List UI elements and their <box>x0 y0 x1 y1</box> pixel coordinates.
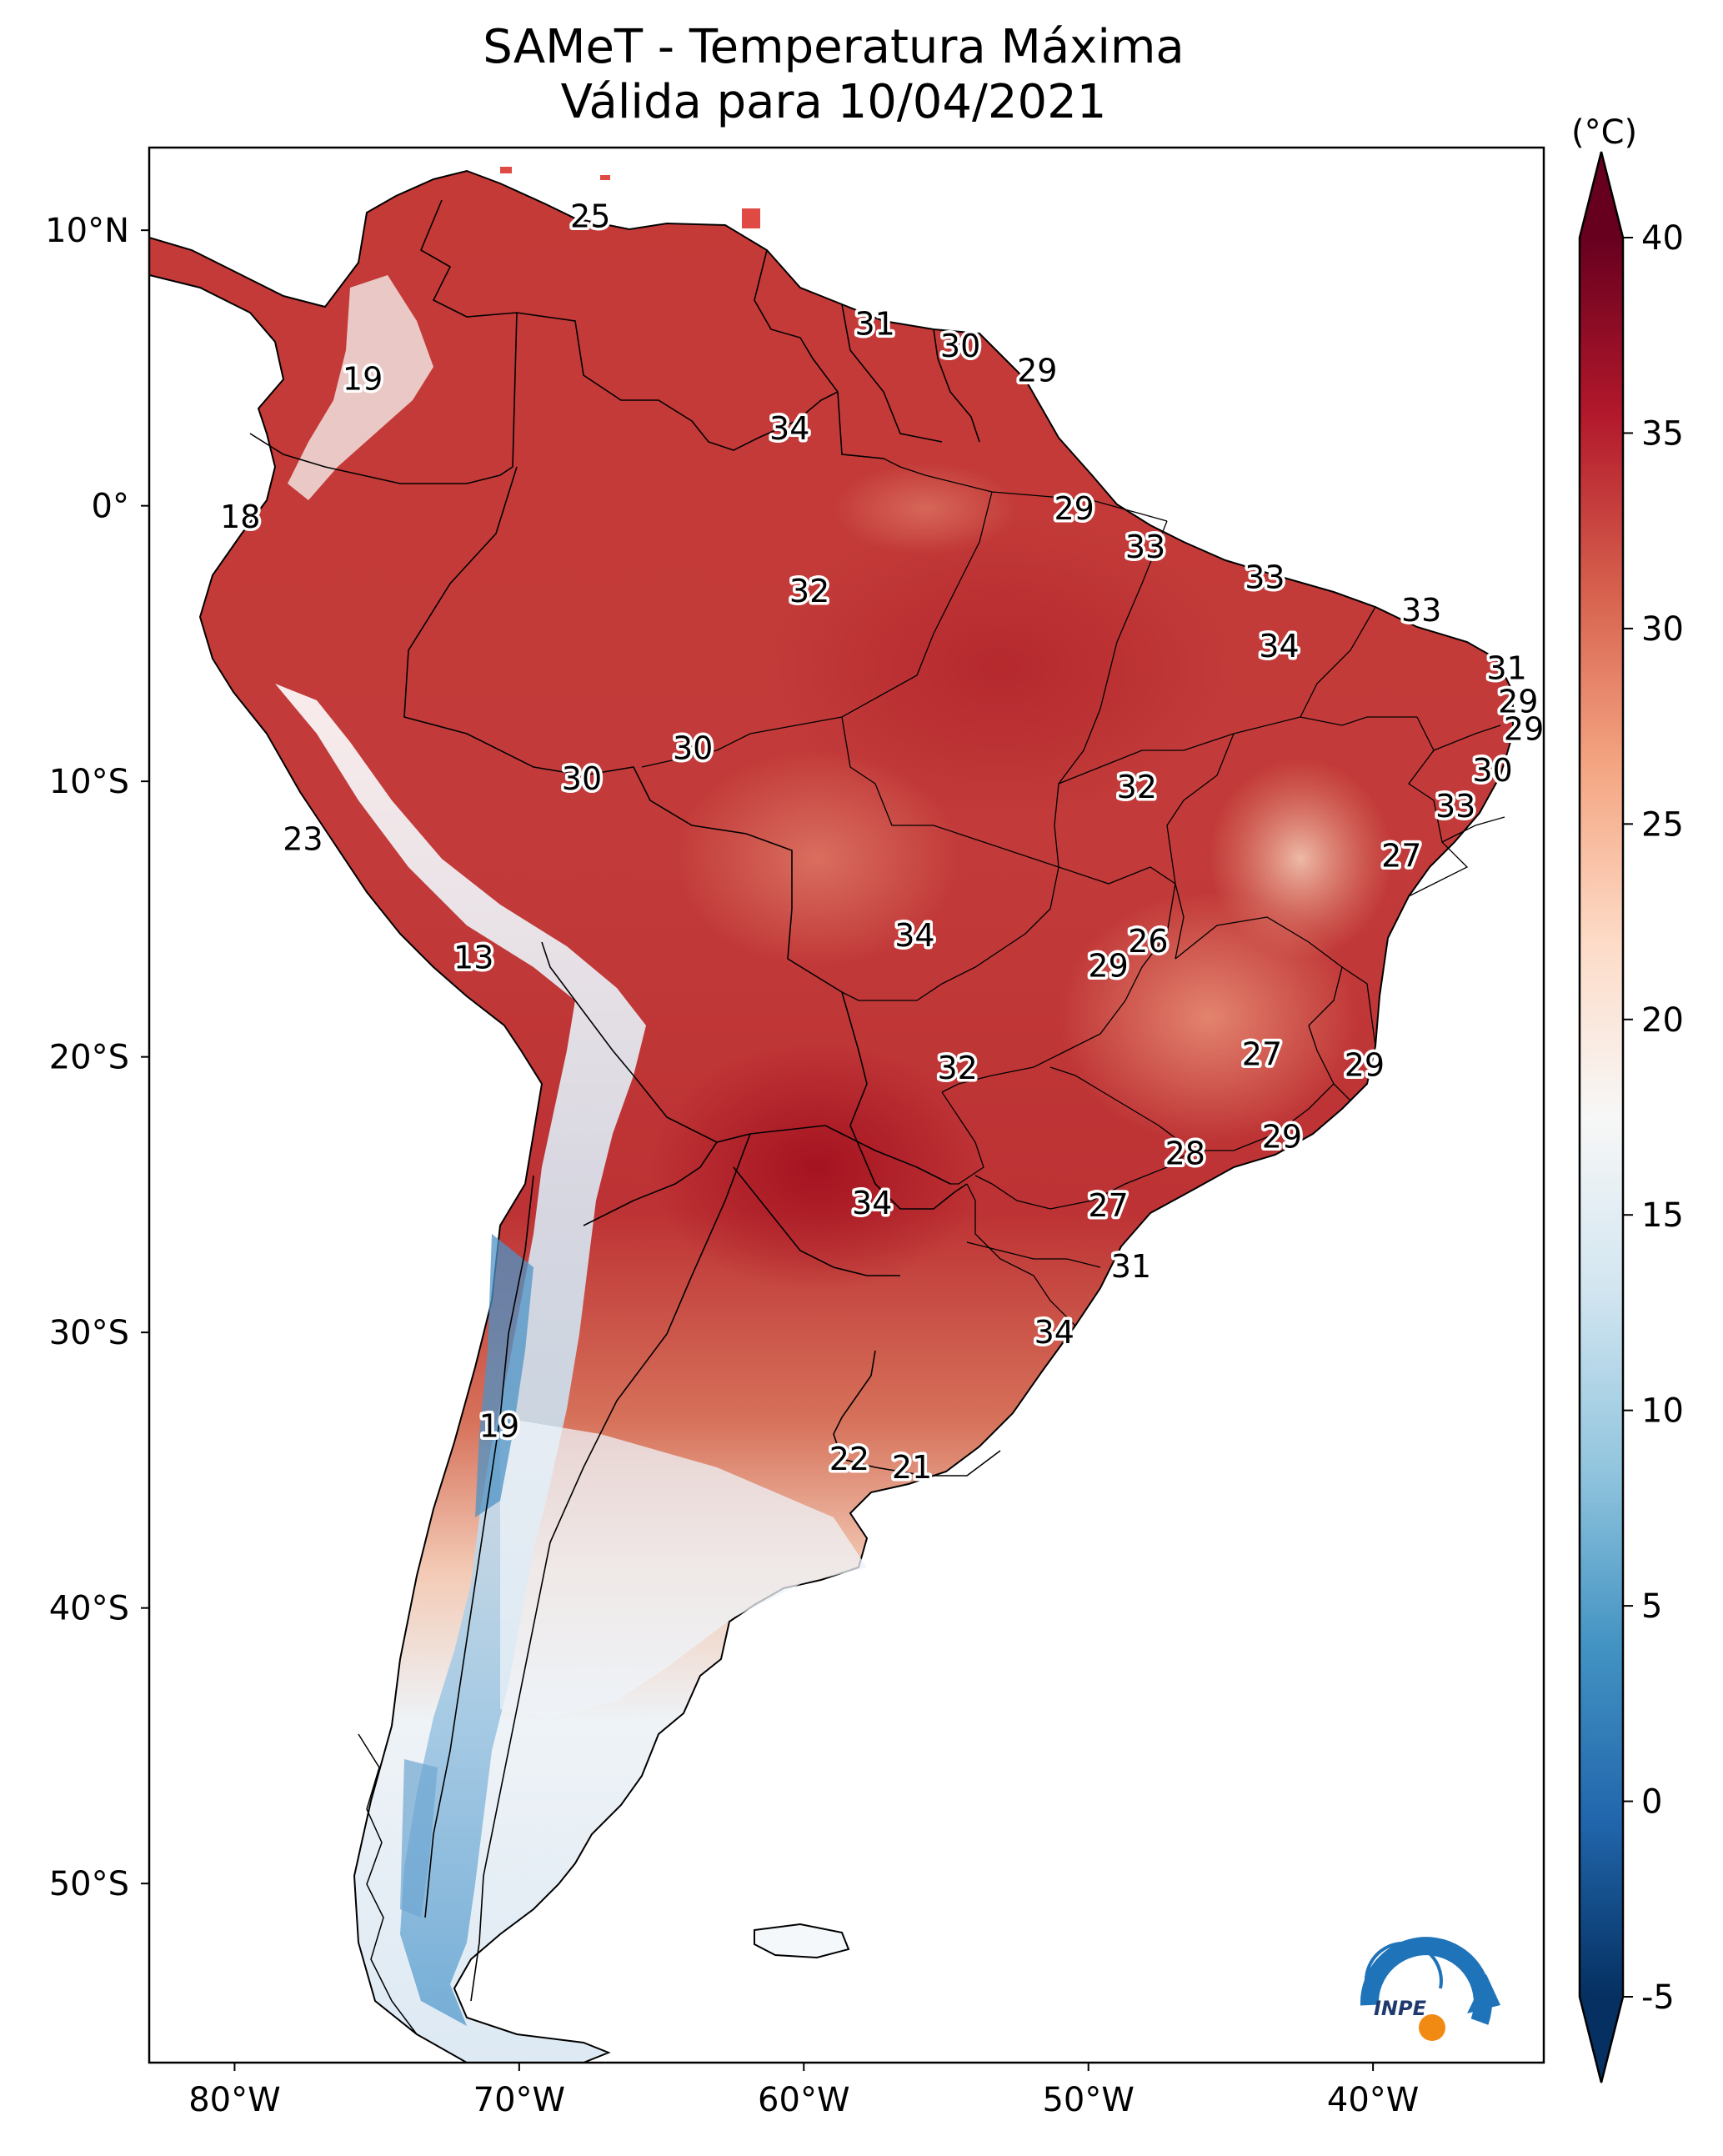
caribbean-islet <box>600 175 610 180</box>
station-temp-label: 29 <box>1017 353 1057 389</box>
map-axes-border <box>148 146 1545 2064</box>
y-tick-label: 10°S <box>49 763 129 801</box>
station-temp-label: 30 <box>1472 752 1512 789</box>
colorbar-tick-label: 30 <box>1641 610 1684 649</box>
station-temp-label: 30 <box>562 760 602 797</box>
mato-grosso-warm-area <box>675 750 959 967</box>
station-temp-label: 34 <box>1034 1314 1074 1351</box>
colorbar-max-extension <box>1580 152 1623 238</box>
y-tick-label: 20°S <box>49 1039 129 1077</box>
chaco-hot-spot <box>650 1042 984 1292</box>
station-temp-label: 33 <box>1435 788 1475 825</box>
map-axis-ticks: 80°W 70°W 60°W 50°W 40°W 10°N 0° 10°S 20°S 30°S 40… <box>45 212 1419 2119</box>
y-tick-label: 50°S <box>49 1865 129 1903</box>
colorbar-tick-label: 40 <box>1641 219 1684 258</box>
colorbar-bar <box>1580 238 1623 1997</box>
station-temp-label: 28 <box>1165 1135 1205 1171</box>
y-tick-label: 10°N <box>45 212 129 250</box>
y-tick-label: 30°S <box>49 1314 129 1352</box>
station-temp-label: 32 <box>937 1050 977 1086</box>
colorbar-unit-label: (°C) <box>1571 113 1637 152</box>
patagonia-icefield-cold <box>400 1759 438 1918</box>
amazon-hot-spot <box>767 517 1234 817</box>
colorbar-tick-label: 20 <box>1641 1001 1684 1040</box>
colorbar-tick-label: 15 <box>1641 1196 1684 1235</box>
station-temp-label: 27 <box>1381 837 1421 874</box>
country-borders <box>249 199 1001 2002</box>
station-temp-label: 19 <box>343 361 383 398</box>
chart-title: SAMeT - Temperatura Máxima <box>483 20 1185 74</box>
x-tick-label: 50°W <box>1042 2081 1134 2119</box>
station-temp-label: 31 <box>854 306 894 343</box>
state-borders <box>641 454 1505 1326</box>
colombia-andes-cool <box>288 275 433 500</box>
inpe-logo: INPE <box>1360 1937 1500 2041</box>
station-temp-label: 29 <box>1504 710 1544 747</box>
station-temp-label: 22 <box>829 1441 869 1477</box>
minas-warm-area <box>1059 892 1359 1142</box>
station-temp-label: 29 <box>1498 683 1538 720</box>
station-temp-label: 27 <box>1088 1187 1128 1224</box>
colorbar-min-extension <box>1580 1997 1623 2083</box>
station-temp-label: 32 <box>789 573 829 609</box>
station-temp-label: 29 <box>1262 1119 1302 1156</box>
andes-cold-band <box>275 684 646 2026</box>
x-tick-label: 80°W <box>188 2081 280 2119</box>
colorbar-ticks: 40 35 30 25 20 15 10 5 0 -5 <box>1623 219 1684 2017</box>
station-temp-label: 31 <box>1111 1248 1151 1285</box>
station-temp-label: 19 <box>479 1408 519 1445</box>
station-temp-label: 34 <box>894 917 934 954</box>
station-temp-label: 30 <box>940 328 980 364</box>
station-temp-label: 13 <box>453 940 493 976</box>
station-temp-label: 34 <box>1259 628 1299 664</box>
guiana-warm-area <box>834 463 1017 554</box>
chart-subtitle: Válida para 10/04/2021 <box>560 75 1107 129</box>
x-tick-label: 70°W <box>473 2081 565 2119</box>
tierra-del-fuego-islands <box>358 1733 418 2035</box>
colorbar: (°C) 40 35 30 25 20 15 10 5 0 -5 <box>1571 113 1684 2083</box>
inpe-logo-arrow-icon <box>1467 1974 1500 2013</box>
station-temp-label: 25 <box>570 198 610 235</box>
station-temp-label: 34 <box>769 410 809 447</box>
colorbar-tick-label: 5 <box>1641 1587 1662 1626</box>
inpe-logo-text: INPE <box>1374 1997 1427 2020</box>
x-tick-label: 40°W <box>1327 2081 1419 2119</box>
y-tick-label: 40°S <box>49 1590 129 1628</box>
station-temp-label: 29 <box>1345 1047 1385 1084</box>
station-temp-label: 33 <box>1401 592 1441 629</box>
x-tick-label: 60°W <box>758 2081 849 2119</box>
colorbar-tick-label: -5 <box>1641 1978 1675 2017</box>
station-temp-label: 23 <box>283 821 323 858</box>
station-temp-label: 34 <box>852 1185 892 1221</box>
station-temp-label: 33 <box>1125 529 1165 565</box>
colorbar-tick-label: 25 <box>1641 805 1684 844</box>
station-temp-label: 26 <box>1128 923 1168 960</box>
station-temp-label: 32 <box>1117 769 1157 805</box>
station-temp-label: 27 <box>1242 1035 1282 1072</box>
colorbar-tick-label: 10 <box>1641 1392 1684 1431</box>
colorbar-tick-label: 35 <box>1641 414 1684 453</box>
station-temp-label: 33 <box>1245 559 1285 596</box>
trinidad-island <box>742 208 760 228</box>
inpe-logo-sun-icon <box>1419 2014 1445 2041</box>
inpe-logo-orbit-icon <box>1364 1941 1443 2003</box>
patagonia-cool-band <box>500 1417 867 1717</box>
station-temp-label: 18 <box>220 499 260 535</box>
station-temp-label: 29 <box>1088 948 1128 985</box>
station-temp-label: 30 <box>673 730 713 766</box>
caribbean-islet <box>500 167 512 173</box>
station-temp-label: 21 <box>892 1449 932 1486</box>
colorbar-tick-label: 0 <box>1641 1783 1662 1822</box>
station-temp-label: 29 <box>1054 490 1094 527</box>
falkland-islands <box>754 1923 850 1959</box>
y-tick-label: 0° <box>92 488 129 526</box>
station-temp-label: 31 <box>1486 650 1526 687</box>
